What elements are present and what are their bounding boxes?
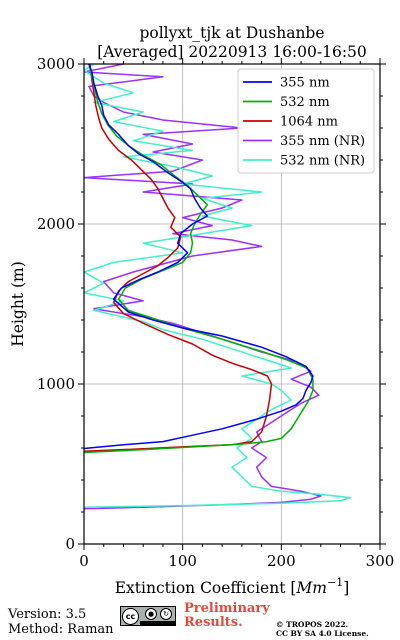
share-alike-icon: ↻ <box>160 608 172 620</box>
legend-label: 355 nm (NR) <box>280 134 365 149</box>
legend-label: 1064 nm <box>280 115 338 130</box>
axis-ticks <box>78 58 386 550</box>
x-axis-label: Extinction Coefficient [Mm−1] <box>115 576 350 597</box>
series-lines <box>84 64 352 510</box>
series-line-355-nm-nr- <box>84 64 322 510</box>
series-line-1064-nm <box>84 64 273 452</box>
legend-label: 532 nm (NR) <box>280 154 365 169</box>
chart-title: pollyxt_tjk at Dushanbe <box>139 24 324 42</box>
cc-logo-icon: cc <box>122 608 139 625</box>
preliminary-notice: Preliminary Results. <box>184 602 270 630</box>
license-strip <box>140 621 175 625</box>
copyright-notice: © TROPOS 2022. CC BY SA 4.0 License. <box>276 620 369 638</box>
legend-box <box>237 68 375 174</box>
y-tick-label: 3000 <box>37 55 75 73</box>
legend-label: 355 nm <box>280 76 330 91</box>
copyright-line-1: © TROPOS 2022. <box>276 620 349 629</box>
x-tick-label: 100 <box>168 552 197 570</box>
y-tick-label: 0 <box>65 535 75 553</box>
y-tick-label: 2000 <box>37 215 75 233</box>
legend: 355 nm 532 nm 1064 nm 355 nm (NR) 532 nm (NR… <box>237 68 375 174</box>
plot-frame <box>83 63 381 545</box>
attribution-icon: ● <box>145 608 157 620</box>
method-text: Method: Raman <box>8 622 114 637</box>
legend-label: 532 nm <box>280 95 330 110</box>
x-tick-label: 300 <box>366 552 395 570</box>
x-tick-label: 0 <box>79 552 89 570</box>
y-axis-label: Height (m) <box>9 261 27 347</box>
x-tick-label: 200 <box>267 552 296 570</box>
cc-license-badge: cc ● ↻ <box>120 606 176 626</box>
preliminary-line-1: Preliminary <box>184 601 270 616</box>
copyright-line-2: CC BY SA 4.0 License. <box>276 629 369 638</box>
chart-subtitle: [Averaged] 20220913 16:00-16:50 <box>97 43 367 61</box>
series-line-355-nm <box>84 64 314 450</box>
version-text: Version: 3.5 <box>8 607 87 622</box>
preliminary-line-2: Results. <box>184 615 243 630</box>
series-line-532-nm-nr- <box>84 64 352 508</box>
y-tick-label: 1000 <box>37 375 75 393</box>
